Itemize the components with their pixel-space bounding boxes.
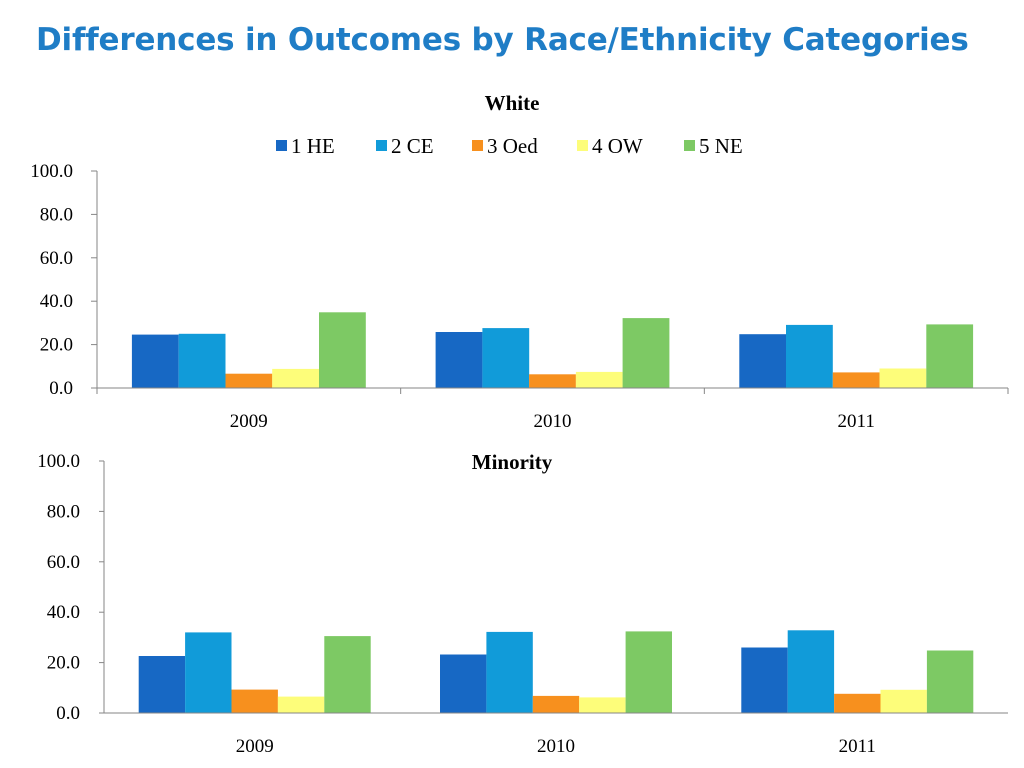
chart1-x-tick-label-2010: 2010 <box>534 411 572 432</box>
chart2-bar-2011-s3 <box>834 693 881 713</box>
chart1-bar-2009-s4 <box>272 368 319 388</box>
chart1-bar-2010-s3 <box>529 374 576 388</box>
chart1-bar-2011-s5 <box>926 324 974 388</box>
chart1-y-tick-label: 20.0 <box>40 335 73 356</box>
chart1-bar-2010-s4 <box>575 371 623 388</box>
chart2-x-tick-label-2009: 2009 <box>236 736 274 757</box>
chart1-y-tick-label: 60.0 <box>40 248 73 269</box>
chart1-legend-swatch-1 <box>276 140 287 151</box>
chart2-bar-2011-s2 <box>787 630 835 713</box>
slide-title: Differences in Outcomes by Race/Ethnicit… <box>36 22 969 58</box>
chart2-bar-2011-s1 <box>741 647 788 713</box>
chart1-legend-label-1: 1 HE <box>291 134 335 158</box>
chart1-bar-2010-s2 <box>482 328 530 388</box>
chart2-bar-2010-s2 <box>486 631 533 713</box>
chart1-y-tick-label: 40.0 <box>40 291 73 312</box>
chart1-x-tick-label-2011: 2011 <box>838 411 875 432</box>
chart2-bar-2009-s4 <box>277 696 325 713</box>
chart2-bar-2009-s5 <box>324 636 371 713</box>
chart1-y-tick-label: 80.0 <box>40 204 73 225</box>
chart1-legend-swatch-4 <box>577 140 588 151</box>
chart1-bar-2009-s3 <box>225 373 273 388</box>
chart1-bar-2009-s5 <box>319 312 366 388</box>
chart1-legend-label-2: 2 CE <box>391 134 434 158</box>
chart1-legend-swatch-5 <box>684 140 695 151</box>
chart1-bar-2009-s1 <box>131 334 179 388</box>
chart2-bar-2011-s5 <box>926 650 974 713</box>
chart1-legend-swatch-2 <box>376 140 387 151</box>
chart2-x-tick-label-2011: 2011 <box>839 736 876 757</box>
chart1-legend-label-3: 3 Oed <box>487 134 538 158</box>
chart1-title: White <box>485 91 540 115</box>
chart1-bar-2011-s3 <box>832 372 880 388</box>
chart1-legend-swatch-3 <box>472 140 483 151</box>
chart2-bar-2010-s3 <box>532 695 580 713</box>
chart1-bar-2010-s1 <box>435 332 483 388</box>
chart2-bar-2010-s4 <box>579 697 626 713</box>
chart2-y-tick-label: 100.0 <box>37 451 80 472</box>
chart2-y-tick-label: 0.0 <box>56 703 80 724</box>
chart1-x-tick-label-2009: 2009 <box>230 411 268 432</box>
chart2-bar-2009-s1 <box>138 656 186 713</box>
chart1-bar-2011-s4 <box>879 368 927 388</box>
chart2-y-tick-label: 80.0 <box>47 501 80 522</box>
chart1-bar-2011-s2 <box>786 324 833 388</box>
chart2-bar-2010-s1 <box>440 654 487 713</box>
chart2-bar-2009-s2 <box>185 632 232 713</box>
chart1-legend-label-4: 4 OW <box>592 134 643 158</box>
chart2-title: Minority <box>472 450 553 474</box>
chart2-x-tick-label-2010: 2010 <box>537 736 575 757</box>
chart2-y-tick-label: 20.0 <box>47 653 80 674</box>
chart1-bar-2010-s5 <box>622 318 670 388</box>
chart1-bar-2009-s2 <box>178 333 226 389</box>
chart1-bar-2011-s1 <box>739 334 787 388</box>
chart2-bar-2009-s3 <box>231 689 278 713</box>
chart1-y-tick-label: 100.0 <box>30 161 73 182</box>
chart1-legend-label-5: 5 NE <box>699 134 743 158</box>
chart2-y-tick-label: 60.0 <box>47 552 80 573</box>
chart2-bar-2010-s5 <box>625 631 672 713</box>
chart2-bar-2011-s4 <box>880 689 927 713</box>
chart2-y-tick-label: 40.0 <box>47 602 80 623</box>
chart1-y-tick-label: 0.0 <box>49 378 73 399</box>
